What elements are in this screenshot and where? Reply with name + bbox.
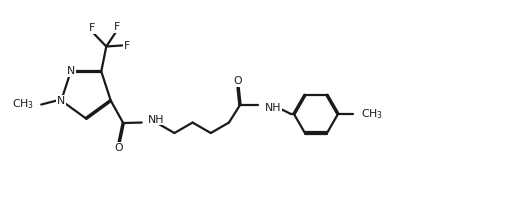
Text: F: F — [124, 41, 130, 51]
Text: NH: NH — [265, 103, 281, 113]
Text: F: F — [89, 23, 95, 33]
Text: N: N — [67, 66, 75, 76]
Text: CH$_3$: CH$_3$ — [361, 108, 383, 121]
Text: F: F — [114, 22, 120, 32]
Text: CH$_3$: CH$_3$ — [12, 98, 34, 111]
Text: NH: NH — [148, 115, 164, 125]
Text: O: O — [234, 76, 242, 86]
Text: O: O — [115, 143, 123, 153]
Text: N: N — [57, 96, 65, 106]
